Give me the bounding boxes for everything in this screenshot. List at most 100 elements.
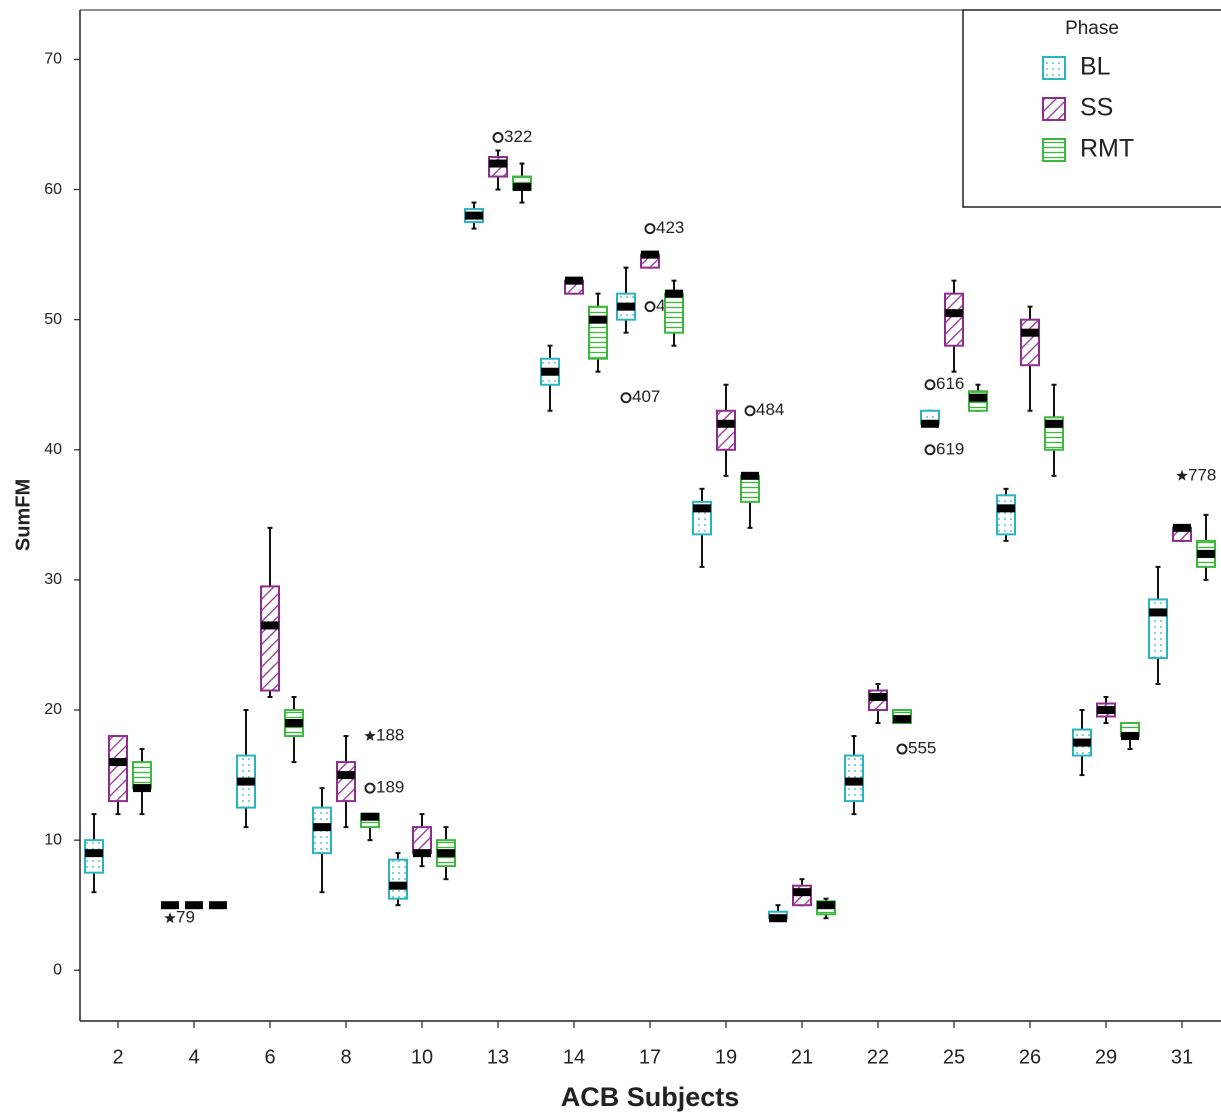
median (997, 504, 1015, 513)
y-tick-label: 20 (44, 701, 62, 718)
median (1073, 738, 1091, 747)
median (793, 888, 811, 897)
x-tick-label: 25 (943, 1046, 965, 1068)
median (769, 914, 787, 923)
y-tick-label: 40 (44, 441, 62, 458)
legend-label: SS (1080, 94, 1113, 122)
median (1021, 328, 1039, 337)
median (717, 419, 735, 428)
median (541, 367, 559, 376)
y-tick-label: 0 (53, 961, 62, 978)
box-pattern (134, 763, 150, 788)
legend-swatch-pattern (1044, 99, 1064, 119)
x-tick-label: 22 (867, 1046, 889, 1068)
median (109, 758, 127, 767)
median (1121, 732, 1139, 741)
y-tick-label: 60 (44, 181, 62, 198)
x-tick-label: 31 (1171, 1046, 1193, 1068)
x-tick-label: 14 (563, 1046, 585, 1068)
outlier-label: 778 (1188, 465, 1216, 484)
median (513, 182, 531, 191)
y-tick-label: 70 (44, 51, 62, 68)
median (361, 812, 379, 821)
x-tick-label: 19 (715, 1046, 737, 1068)
outlier-star (164, 912, 176, 924)
outlier-circle (644, 301, 656, 313)
box-pattern (110, 737, 126, 801)
box-pattern (590, 307, 606, 358)
box-pattern (262, 587, 278, 690)
median (437, 849, 455, 858)
y-tick-label: 30 (44, 571, 62, 588)
x-tick-label: 13 (487, 1046, 509, 1068)
median (845, 777, 863, 786)
x-tick-label: 2 (112, 1046, 123, 1068)
median (1173, 523, 1191, 532)
plot-area: 79407616619322423415778189188484555 (84, 127, 1216, 927)
box-pattern (414, 828, 430, 853)
outlier-label: 322 (504, 127, 532, 146)
outlier-label: 484 (756, 400, 784, 419)
median (389, 881, 407, 890)
legend-title: Phase (1065, 18, 1119, 39)
box-pattern (718, 411, 734, 449)
legend-box (962, 9, 1221, 208)
median (665, 289, 683, 298)
outlier-circle (364, 782, 376, 794)
box-pattern (742, 476, 758, 501)
legend-label: BL (1080, 53, 1111, 81)
box-pattern (922, 411, 938, 423)
median (337, 771, 355, 780)
median (1097, 706, 1115, 715)
box-pattern (1022, 320, 1038, 365)
median (1149, 608, 1167, 617)
x-tick-label: 6 (264, 1046, 275, 1068)
outlier-label: 79 (176, 908, 195, 927)
legend-label: RMT (1080, 135, 1134, 163)
outlier-label: 616 (936, 374, 964, 393)
outlier-circle (620, 392, 632, 404)
median (921, 419, 939, 428)
outlier-label: 619 (936, 439, 964, 458)
median (237, 777, 255, 786)
median (817, 901, 835, 910)
y-axis-label: SumFM (12, 479, 34, 551)
median (589, 315, 607, 324)
y-tick-label: 50 (44, 311, 62, 328)
outlier-label: 407 (632, 387, 660, 406)
outlier-circle (644, 223, 656, 235)
outlier-star (364, 730, 376, 741)
median (869, 693, 887, 702)
outlier-star (1176, 469, 1188, 481)
outlier-circle (924, 379, 936, 391)
outlier-label: 555 (908, 739, 936, 758)
x-tick-label: 17 (639, 1046, 661, 1068)
median (741, 471, 759, 480)
x-tick-label: 10 (411, 1046, 433, 1068)
box-pattern (1122, 724, 1138, 736)
median (945, 309, 963, 318)
median (133, 784, 151, 793)
median (85, 849, 103, 858)
outlier-circle (492, 132, 504, 144)
outlier-circle (744, 405, 756, 417)
box-pattern (666, 294, 682, 332)
median (465, 211, 483, 220)
x-tick-label: 21 (791, 1046, 813, 1068)
outlier-circle (896, 743, 908, 755)
box-pattern (998, 496, 1014, 534)
median (617, 302, 635, 311)
median (1045, 419, 1063, 428)
x-tick-label: 26 (1019, 1046, 1041, 1068)
legend-swatch-pattern (1044, 140, 1064, 160)
median (209, 901, 227, 910)
median (1197, 549, 1215, 558)
median (893, 715, 911, 724)
box-pattern (338, 763, 354, 801)
x-tick-label: 29 (1095, 1046, 1117, 1068)
median (489, 159, 507, 168)
outlier-label: 189 (376, 778, 404, 797)
x-axis-label: ACB Subjects (561, 1082, 740, 1112)
